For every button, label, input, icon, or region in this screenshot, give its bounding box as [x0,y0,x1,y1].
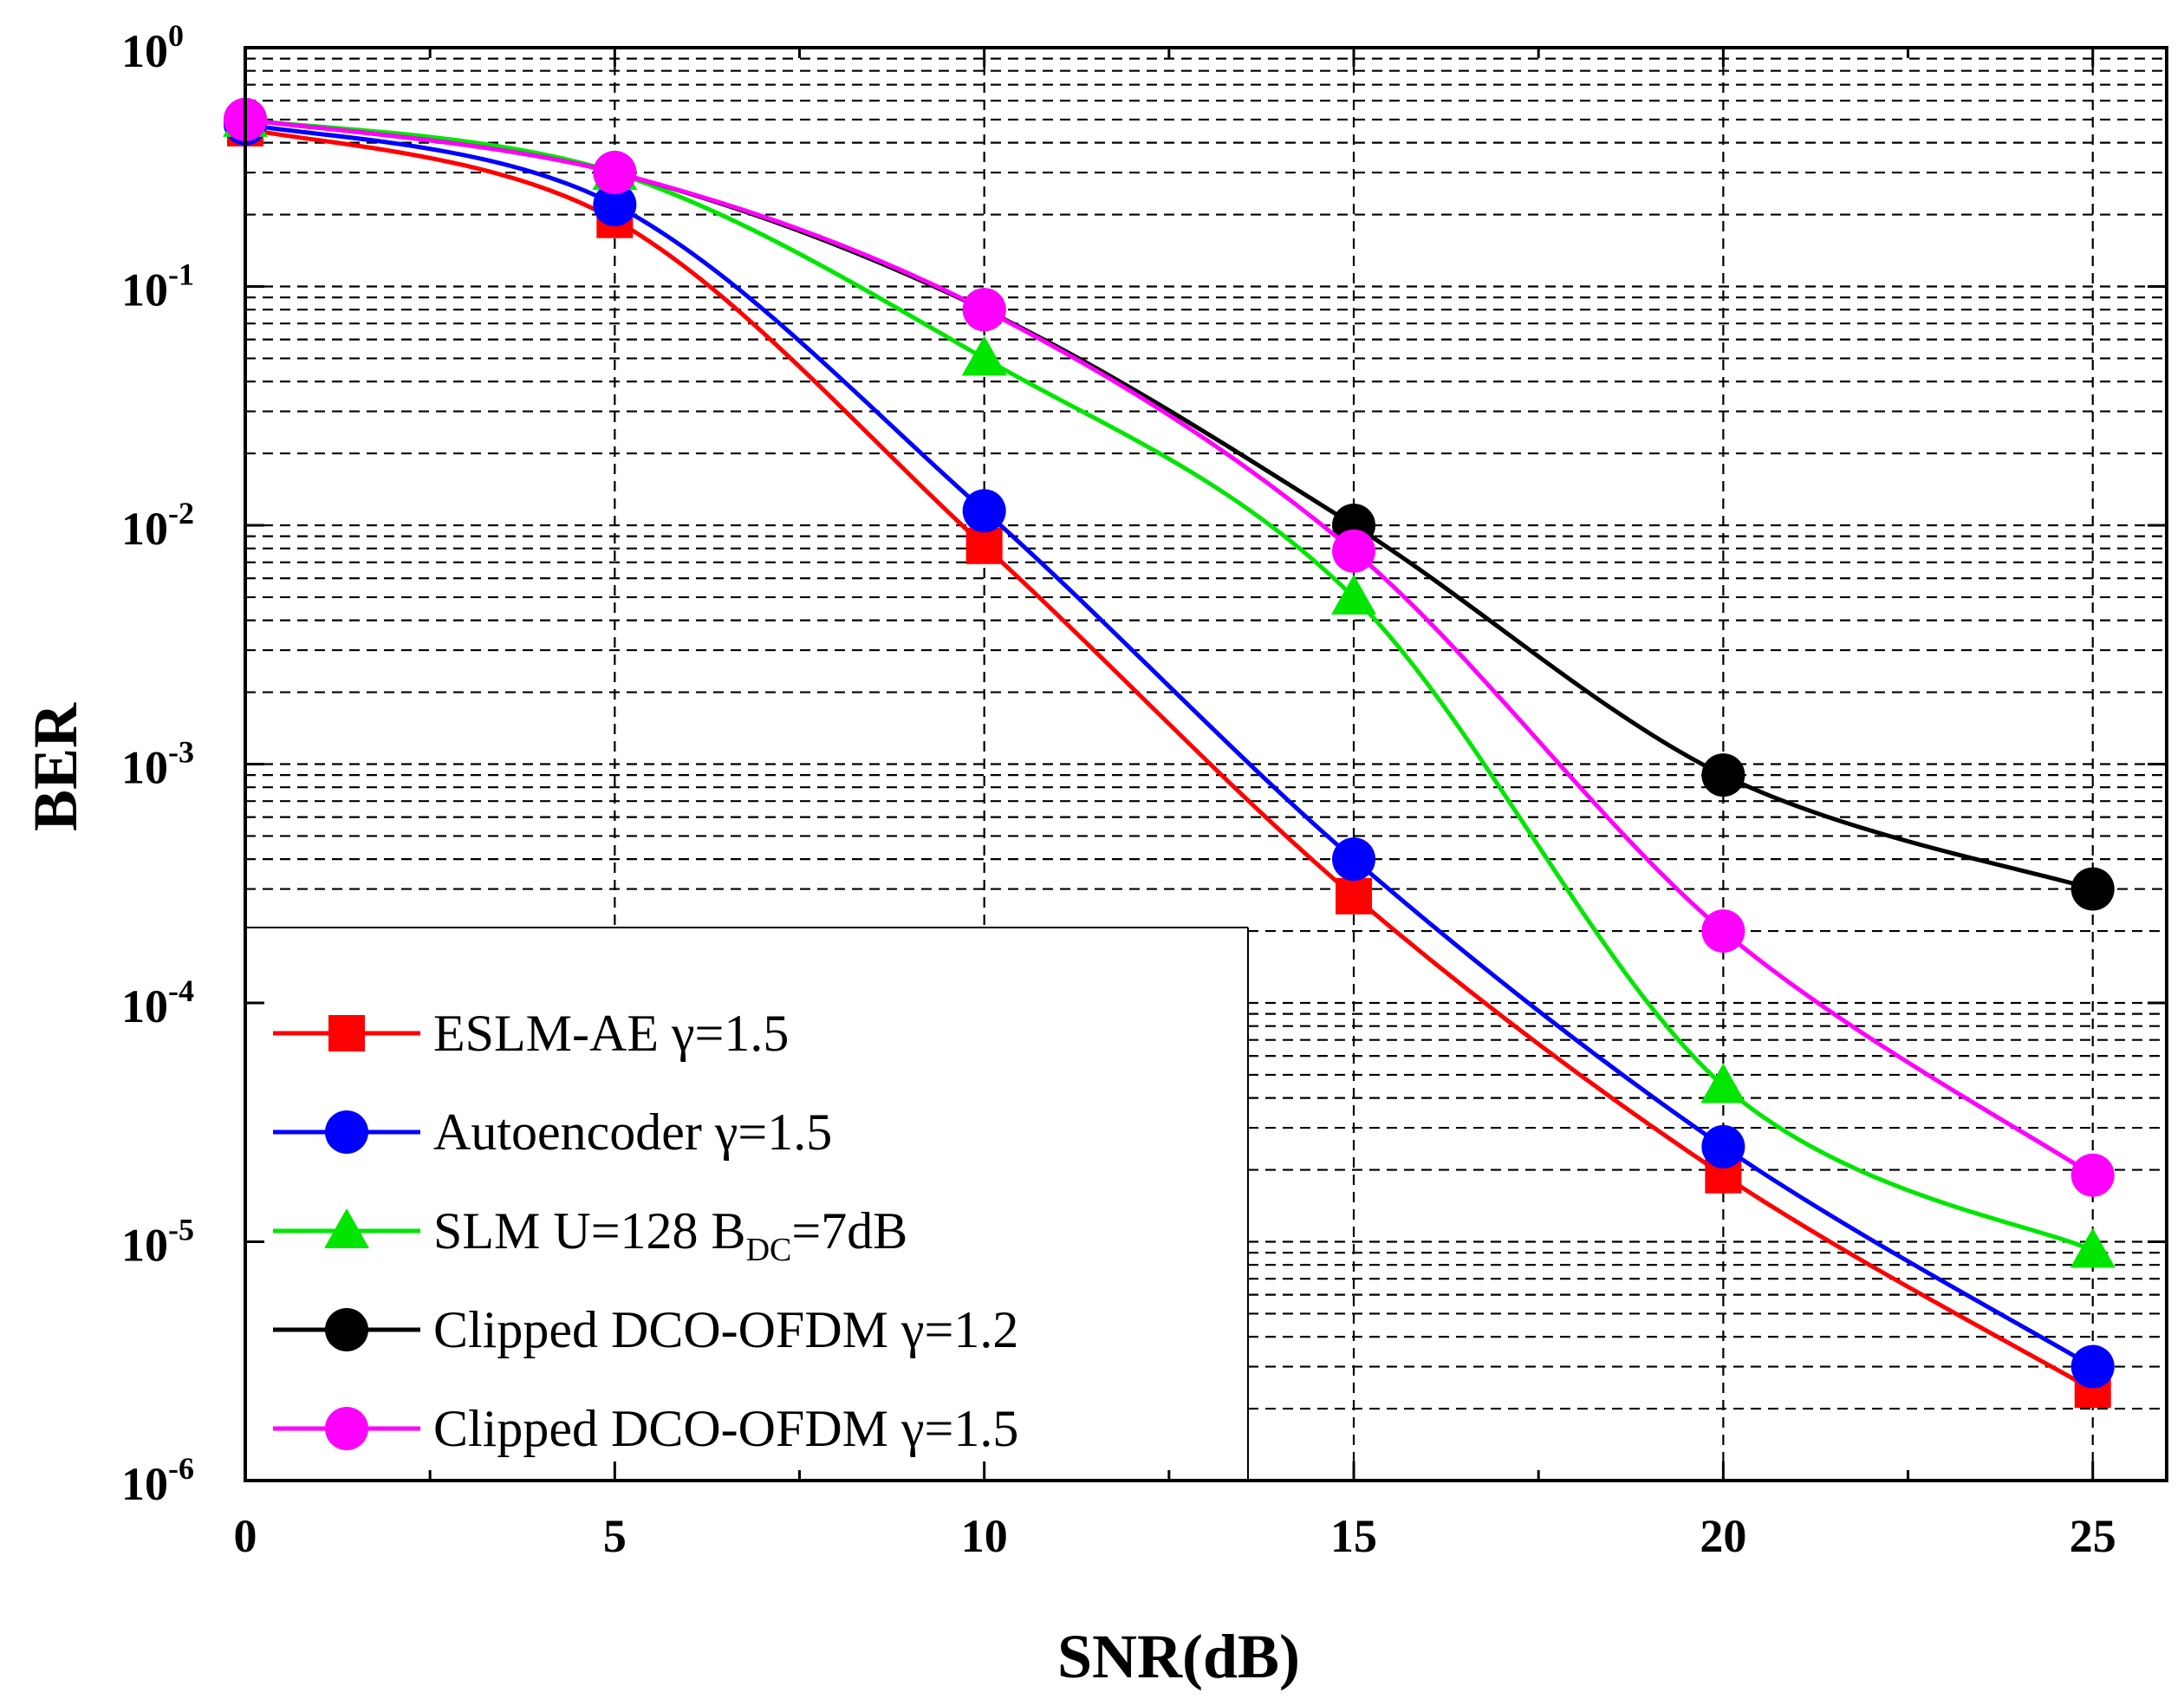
y-tick-label: 10-5 [121,1213,194,1272]
series-line [244,121,2095,1369]
data-point [2070,1227,2116,1268]
legend-entry: SLM U=128 BDC=7dB [273,1202,907,1268]
series-line [244,117,2094,891]
legend-swatch-marker [325,1407,368,1450]
x-tick-label: 15 [1330,1510,1377,1562]
legend-label: SLM U=128 BDC=7dB [433,1202,907,1268]
x-tick-label: 5 [603,1510,627,1562]
legend-swatch-marker [325,1110,368,1154]
data-point [2070,867,2115,911]
y-tick-label: 10-4 [121,973,194,1032]
series-5 [224,97,2115,1197]
data-point [2070,1344,2115,1389]
x-tick-label: 0 [234,1510,257,1562]
legend-label: Autoencoder γ=1.5 [433,1103,832,1161]
series-4 [224,97,2115,911]
data-point [962,288,1006,332]
legend-entry: Clipped DCO-OFDM γ=1.5 [273,1400,1018,1457]
legend-label: Clipped DCO-OFDM γ=1.5 [433,1400,1018,1457]
y-axis-title: BER [21,702,90,831]
legend-entry: Autoencoder γ=1.5 [273,1103,832,1161]
data-point [1336,877,1373,915]
legend-swatch-marker [328,1015,365,1051]
data-point [965,527,1003,564]
x-tick-label: 10 [961,1510,1008,1562]
legend-bg [245,928,1248,1481]
x-tick-label: 20 [1700,1510,1746,1562]
legend: ESLM-AE γ=1.5 Autoencoder γ=1.5 SLM U=128 … [245,927,1249,1481]
series-line [244,117,2095,1177]
data-point [1332,529,1376,573]
x-axis-title: SNR(dB) [1057,1622,1300,1691]
grid [245,48,2167,1482]
data-point [1331,574,1377,615]
legend-entry: Clipped DCO-OFDM γ=1.2 [273,1301,1018,1358]
data-point [1701,909,1745,954]
data-point [593,151,637,195]
legend-swatch-marker [324,1208,369,1248]
data-point [1332,837,1376,882]
series-layer [223,96,2116,1409]
legend-entry: ESLM-AE γ=1.5 [273,1005,789,1062]
tick-labels: 0 5 10 15 20 25 100 10-1 10-2 10-3 10-4 10-5 10-6 [121,18,2116,1562]
y-tick-label: 100 [121,18,184,77]
legend-label: ESLM-AE γ=1.5 [433,1005,789,1062]
legend-swatch-marker [325,1308,368,1351]
data-point [961,335,1007,376]
data-point [962,489,1006,533]
y-tick-label: 10-1 [121,257,194,316]
data-point [1700,1063,1746,1103]
legend-label: Clipped DCO-OFDM γ=1.2 [433,1301,1018,1358]
y-tick-label: 10-2 [121,496,194,555]
y-tick-label: 10-6 [121,1451,194,1510]
data-point [1701,1124,1745,1168]
data-point [1701,753,1745,797]
series-line [244,126,2094,1392]
data-point [593,183,637,227]
x-tick-label: 25 [2070,1510,2116,1562]
axes [244,46,2168,1482]
data-point [2070,1153,2115,1197]
y-tick-label: 10-3 [121,735,194,794]
